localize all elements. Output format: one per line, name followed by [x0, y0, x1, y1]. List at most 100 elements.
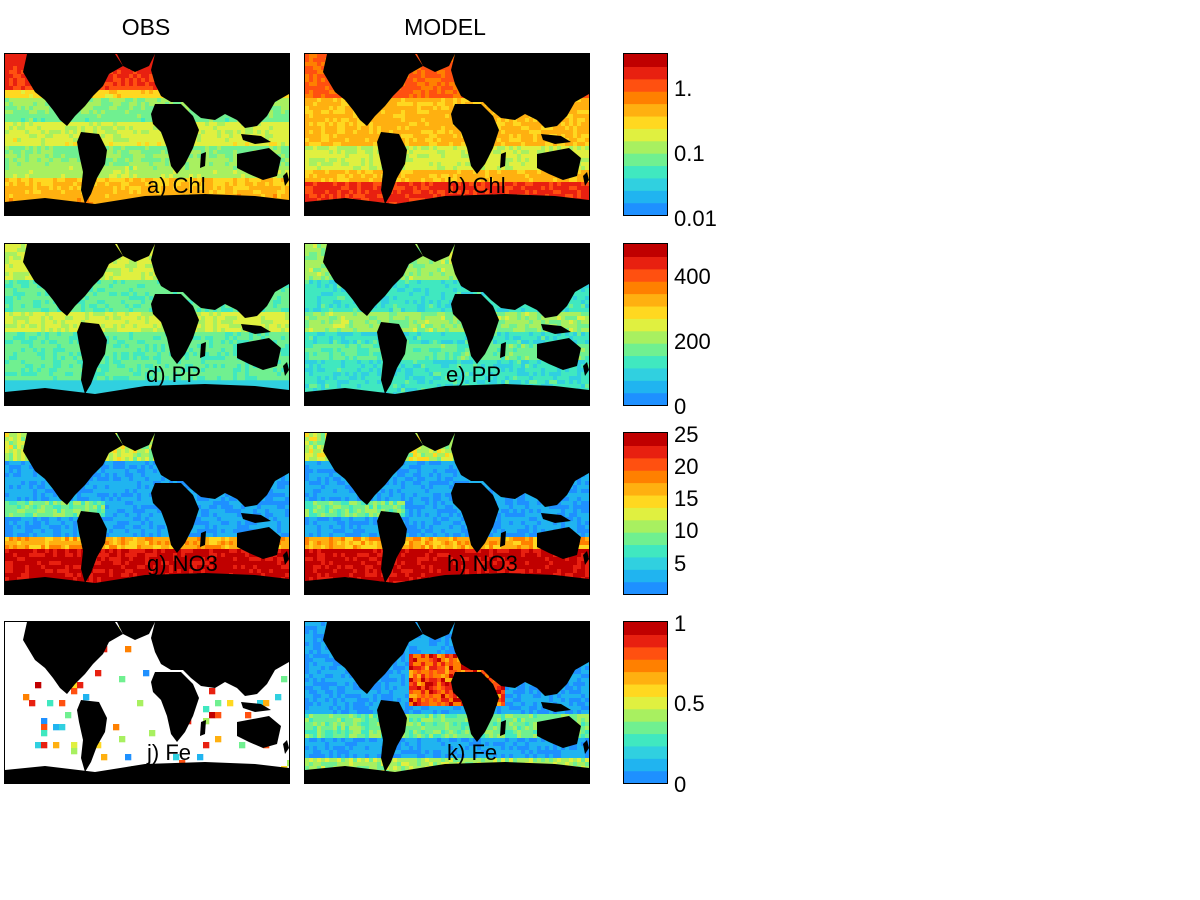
field-cell — [317, 62, 322, 67]
field-cell — [577, 122, 582, 127]
field-cell — [545, 142, 550, 147]
field-cell — [249, 146, 254, 151]
field-cell — [457, 130, 462, 135]
field-cell — [45, 178, 50, 183]
field-cell — [413, 166, 418, 171]
field-cell — [29, 114, 34, 119]
field-cell — [113, 198, 118, 203]
field-cell — [433, 110, 438, 115]
field-cell — [273, 122, 278, 127]
field-cell — [509, 138, 514, 143]
field-cell — [417, 126, 422, 131]
field-cell — [185, 106, 190, 111]
field-cell — [137, 162, 142, 167]
field-cell — [121, 94, 126, 99]
field-cell — [29, 174, 34, 179]
field-cell — [129, 174, 134, 179]
field-cell — [13, 130, 18, 135]
field-cell — [21, 118, 26, 123]
field-cell — [45, 122, 50, 127]
field-cell — [217, 126, 222, 131]
field-cell — [9, 194, 14, 199]
field-cell — [209, 126, 214, 131]
field-cell — [205, 174, 210, 179]
field-cell — [349, 110, 354, 115]
field-cell — [129, 94, 134, 99]
field-cell — [197, 182, 202, 187]
field-cell — [121, 190, 126, 195]
field-cell — [413, 130, 418, 135]
field-cell — [101, 174, 106, 179]
field-cell — [145, 102, 150, 107]
field-cell — [189, 190, 194, 195]
field-cell — [49, 170, 54, 175]
field-cell — [433, 150, 438, 155]
field-cell — [321, 62, 326, 67]
field-cell — [561, 142, 566, 147]
field-cell — [25, 102, 30, 107]
field-cell — [93, 102, 98, 107]
field-cell — [361, 130, 366, 135]
field-cell — [177, 190, 182, 195]
field-cell — [317, 78, 322, 83]
field-cell — [45, 102, 50, 107]
field-cell — [189, 154, 194, 159]
field-cell — [65, 146, 70, 151]
field-cell — [317, 82, 322, 87]
field-cell — [309, 94, 314, 99]
field-cell — [269, 114, 274, 119]
field-cell — [41, 154, 46, 159]
field-cell — [241, 142, 246, 147]
field-cell — [433, 142, 438, 147]
field-cell — [13, 138, 18, 143]
field-cell — [437, 94, 442, 99]
field-cell — [137, 82, 142, 87]
field-cell — [517, 154, 522, 159]
field-cell — [17, 58, 22, 63]
field-cell — [141, 154, 146, 159]
field-cell — [489, 158, 494, 163]
field-cell — [361, 134, 366, 139]
field-cell — [49, 154, 54, 159]
field-cell — [141, 74, 146, 79]
field-cell — [421, 66, 426, 71]
field-cell — [25, 82, 30, 87]
field-cell — [53, 154, 58, 159]
field-cell — [281, 98, 286, 103]
field-cell — [45, 106, 50, 111]
field-cell — [317, 110, 322, 115]
field-cell — [269, 138, 274, 143]
field-cell — [437, 118, 442, 123]
field-cell — [17, 154, 22, 159]
field-cell — [33, 126, 38, 131]
field-cell — [533, 134, 538, 139]
field-cell — [541, 146, 546, 151]
field-cell — [49, 142, 54, 147]
field-cell — [249, 142, 254, 147]
field-cell — [577, 102, 582, 107]
field-cell — [457, 138, 462, 143]
field-cell — [409, 110, 414, 115]
field-cell — [281, 194, 286, 199]
field-cell — [129, 154, 134, 159]
field-cell — [365, 130, 370, 135]
field-cell — [141, 162, 146, 167]
field-cell — [33, 94, 38, 99]
field-cell — [209, 118, 214, 123]
field-cell — [205, 154, 210, 159]
field-cell — [33, 146, 38, 151]
field-cell — [333, 114, 338, 119]
field-cell — [353, 122, 358, 127]
field-cell — [341, 110, 346, 115]
field-cell — [373, 166, 378, 171]
field-cell — [221, 142, 226, 147]
field-cell — [437, 166, 442, 171]
field-cell — [197, 154, 202, 159]
field-cell — [369, 138, 374, 143]
field-cell — [285, 106, 289, 111]
field-cell — [353, 170, 358, 175]
field-cell — [525, 166, 530, 171]
field-cell — [13, 186, 18, 191]
field-cell — [125, 86, 130, 91]
field-cell — [21, 194, 26, 199]
